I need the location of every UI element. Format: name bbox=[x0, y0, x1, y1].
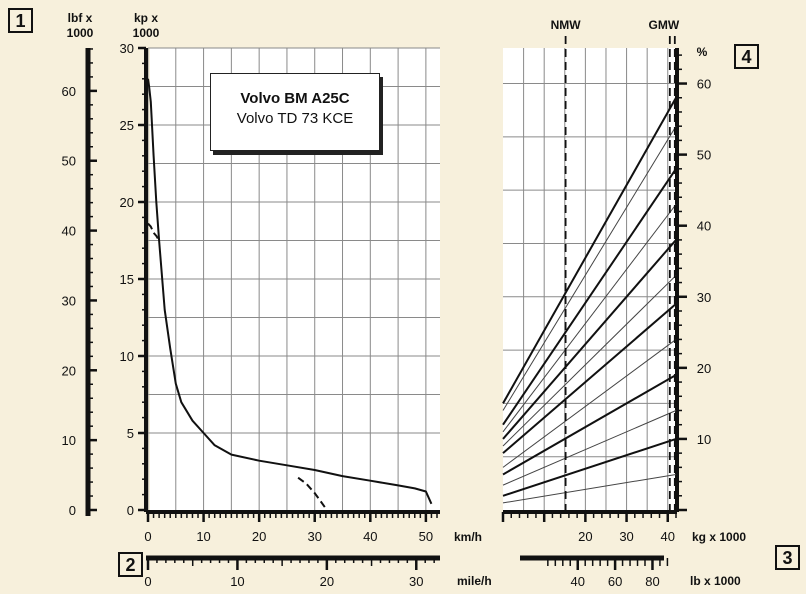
kmh-tick-label: 30 bbox=[307, 529, 321, 544]
lbf-tick-label: 50 bbox=[62, 154, 76, 169]
lbf-tick-label: 30 bbox=[62, 293, 76, 308]
lbf-tick-label: 10 bbox=[62, 433, 76, 448]
right-grid bbox=[503, 48, 676, 510]
box-2 bbox=[118, 552, 143, 577]
grade-line-1 bbox=[502, 97, 677, 404]
chart-title-box: Volvo BM A25C Volvo TD 73 KCE bbox=[210, 73, 380, 151]
grade-line-7 bbox=[502, 303, 677, 454]
grade-line-2 bbox=[502, 125, 677, 411]
left-series-group bbox=[147, 78, 433, 510]
pct-tick-label: 60 bbox=[697, 77, 711, 92]
pct-tick-label: 50 bbox=[697, 148, 711, 163]
kp-tick-label: 0 bbox=[127, 503, 134, 518]
ref-label-gmw: GMW bbox=[648, 18, 679, 32]
tractive-force-series-3 bbox=[297, 476, 327, 510]
kp-axis-label-2: 1000 bbox=[133, 26, 160, 40]
kmh-tick-label: 10 bbox=[196, 529, 210, 544]
mph-tick-label: 0 bbox=[144, 574, 151, 589]
box-3 bbox=[775, 545, 800, 570]
kg-tick-label: 30 bbox=[619, 529, 633, 544]
grade-line-8 bbox=[502, 339, 677, 468]
box-1-label: 1 bbox=[15, 11, 25, 31]
grade-line-5 bbox=[502, 239, 677, 440]
tractive-force-series-2 bbox=[147, 222, 160, 242]
kmh-tick-label: 40 bbox=[363, 529, 377, 544]
lb-tick-label: 60 bbox=[608, 574, 622, 589]
kp-tick-label: 25 bbox=[120, 118, 134, 133]
pct-tick-label: 10 bbox=[697, 432, 711, 447]
grade-line-9 bbox=[502, 374, 677, 476]
grade-line-6 bbox=[502, 275, 677, 447]
kp-tick-label: 10 bbox=[120, 349, 134, 364]
pct-axis-label: % bbox=[697, 45, 708, 59]
box-3-label: 3 bbox=[782, 548, 792, 568]
kp-tick-label: 30 bbox=[120, 41, 134, 56]
mph-tick-label: 30 bbox=[409, 574, 423, 589]
right-series-group: NMW GMW bbox=[502, 18, 680, 510]
box-4-label: 4 bbox=[741, 47, 751, 67]
grade-line-3 bbox=[502, 168, 677, 426]
kmh-tick-label: 20 bbox=[252, 529, 266, 544]
kmh-tick-label: 0 bbox=[144, 529, 151, 544]
box-1 bbox=[8, 8, 33, 33]
pct-tick-label: 30 bbox=[697, 290, 711, 305]
kp-tick-label: 5 bbox=[127, 426, 134, 441]
axis-ticks: 0 5 10 15 20 25 30 0 10 20 30 40 50 60 0 10 20 30 40 50 0 10 2… bbox=[62, 41, 712, 589]
kmh-tick-label: 50 bbox=[419, 529, 433, 544]
chart-subtitle: Volvo TD 73 KCE bbox=[236, 110, 354, 127]
lb-tick-label: 80 bbox=[645, 574, 659, 589]
lbf-tick-label: 60 bbox=[62, 84, 76, 99]
kg-tick-label: 20 bbox=[578, 529, 592, 544]
grade-line-10 bbox=[502, 410, 677, 486]
lbf-axis-label-2: 1000 bbox=[67, 26, 94, 40]
box-4 bbox=[734, 44, 759, 69]
mph-tick-label: 10 bbox=[230, 574, 244, 589]
kg-axis-label: kg x 1000 bbox=[692, 530, 746, 544]
grade-line-12 bbox=[502, 473, 677, 504]
right-plot-area bbox=[503, 48, 675, 510]
lbf-tick-label: 0 bbox=[69, 503, 76, 518]
grade-line-11 bbox=[502, 437, 677, 497]
lbf-tick-label: 40 bbox=[62, 224, 76, 239]
pct-tick-label: 20 bbox=[697, 361, 711, 376]
ref-label-nmw: NMW bbox=[551, 18, 582, 32]
mph-axis-label: mile/h bbox=[457, 574, 492, 588]
grade-line-4 bbox=[502, 204, 677, 433]
lb-axis-label: lb x 1000 bbox=[690, 574, 741, 588]
chart-title: Volvo BM A25C bbox=[240, 90, 350, 107]
lbf-axis-label-1: lbf x bbox=[68, 11, 93, 25]
lbf-tick-label: 20 bbox=[62, 363, 76, 378]
lb-tick-label: 40 bbox=[571, 574, 585, 589]
kp-tick-label: 20 bbox=[120, 195, 134, 210]
pct-tick-label: 40 bbox=[697, 219, 711, 234]
kmh-axis-label: km/h bbox=[454, 530, 482, 544]
box-2-label: 2 bbox=[125, 555, 135, 575]
kg-tick-label: 40 bbox=[661, 529, 675, 544]
tractive-force-series-1 bbox=[147, 78, 433, 505]
kp-tick-label: 15 bbox=[120, 272, 134, 287]
kp-axis-label-1: kp x bbox=[134, 11, 158, 25]
mph-tick-label: 20 bbox=[320, 574, 334, 589]
